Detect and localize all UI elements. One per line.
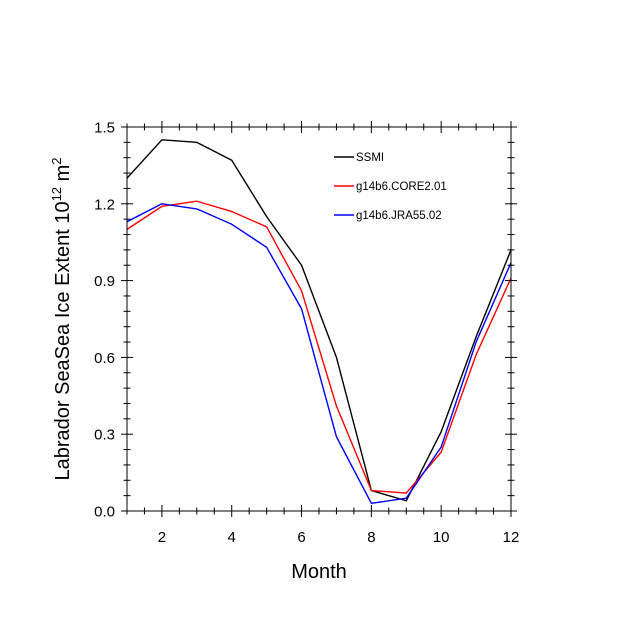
axis-ticks [121,121,517,517]
y-tick-label: 0.6 [94,350,115,367]
y-axis-title: Labrador SeaSea Ice Extent 1012 m2 [49,157,74,480]
y-axis-title-exponent: 12 [49,187,64,201]
y-tick-labels: 0.0 0.3 0.6 0.9 1.2 1.5 [94,120,115,521]
y-tick-label: 1.2 [94,196,115,213]
x-tick-label: 4 [228,529,236,546]
y-tick-label: 1.5 [94,120,115,137]
legend-label: SSMI [356,152,384,164]
y-tick-label: 0.3 [94,427,115,444]
series-line-g14b6-core2-01 [126,200,512,494]
x-tick-label: 10 [433,529,450,546]
y-axis-title-main: Labrador SeaSea Ice Extent 10 [52,201,74,480]
x-tick-labels: 2 4 6 8 10 12 [158,529,520,546]
plot-frame [126,126,512,512]
x-tick-label: 6 [297,529,305,546]
legend: SSMI g14b6.CORE2.01 g14b6.JRA55.02 [334,152,447,222]
y-tick-label: 0.9 [94,273,115,290]
series-layer [126,139,512,505]
y-tick-label: 0.0 [94,504,115,521]
x-axis-title: Month [291,561,347,583]
y-axis-title-unit-exponent: 2 [49,157,64,164]
legend-label: g14b6.JRA55.02 [356,210,442,222]
legend-label: g14b6.CORE2.01 [356,181,447,193]
y-axis-title-unit: m [52,165,74,182]
x-tick-label: 8 [367,529,375,546]
series-line-ssmi [126,139,512,502]
x-tick-label: 12 [503,529,520,546]
x-tick-label: 2 [158,529,166,546]
series-line-g14b6-jra55-02 [126,203,512,505]
